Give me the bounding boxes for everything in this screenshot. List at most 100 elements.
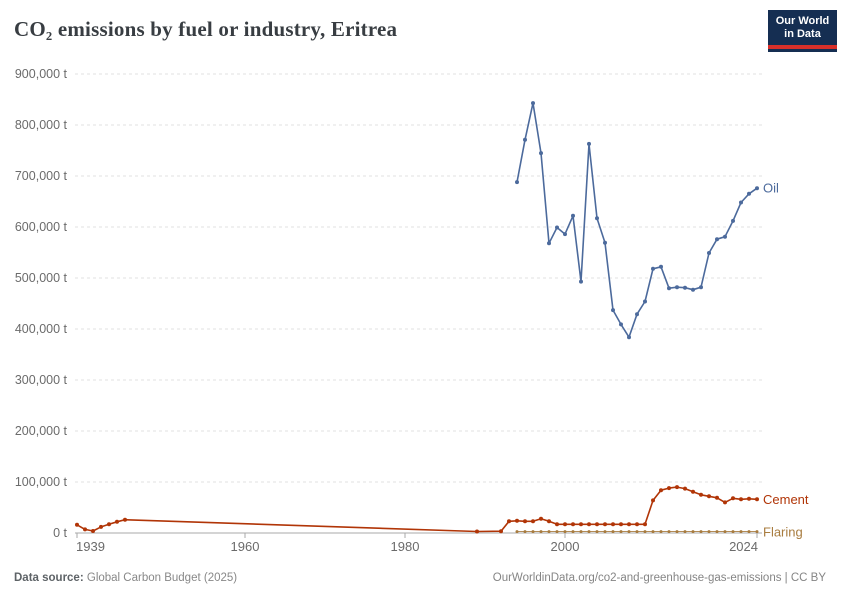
flaring-data-point — [715, 530, 719, 534]
oil-data-point — [651, 266, 655, 271]
cement-data-point — [691, 489, 695, 494]
data-source-value: Global Carbon Budget (2025) — [86, 572, 238, 584]
credit-link[interactable]: OurWorldinData.org/co2-and-greenhouse-ga… — [492, 572, 826, 584]
cement-data-point — [91, 529, 95, 533]
x-tick-label: 1939 — [76, 539, 105, 554]
oil-data-point — [595, 216, 599, 221]
oil-data-point — [715, 237, 719, 242]
x-tick-label: 1960 — [231, 539, 260, 554]
flaring-data-point — [731, 530, 735, 534]
oil-data-point — [683, 285, 687, 290]
cement-data-point — [515, 518, 519, 523]
cement-data-point — [107, 522, 111, 527]
y-tick-label: 100,000 t — [15, 475, 68, 489]
cement-data-point — [627, 522, 631, 527]
oil-data-point — [675, 285, 679, 290]
flaring-data-point — [635, 530, 639, 534]
flaring-data-point — [651, 530, 655, 534]
flaring-data-point — [619, 530, 623, 534]
cement-data-point — [707, 494, 711, 499]
cement-series-label: Cement — [763, 492, 809, 507]
oil-data-point — [667, 286, 671, 291]
y-tick-label: 600,000 t — [15, 220, 68, 234]
y-tick-label: 400,000 t — [15, 322, 68, 336]
cement-data-point — [755, 497, 759, 502]
flaring-data-point — [539, 530, 543, 534]
oil-data-point — [523, 137, 527, 142]
flaring-data-point — [723, 530, 727, 534]
oil-data-point — [555, 225, 559, 230]
data-source: Data source: Global Carbon Budget (2025) — [14, 572, 237, 584]
cement-data-point — [731, 496, 735, 501]
flaring-data-point — [611, 530, 615, 534]
cement-data-point — [659, 488, 663, 493]
flaring-data-point — [571, 530, 575, 534]
cement-data-point — [563, 522, 567, 527]
cement-data-point — [683, 486, 687, 491]
cement-data-point — [523, 519, 527, 524]
cement-data-point — [595, 522, 599, 527]
flaring-data-point — [587, 530, 591, 534]
y-tick-label: 300,000 t — [15, 373, 68, 387]
y-tick-label: 900,000 t — [15, 67, 68, 81]
flaring-data-point — [755, 530, 759, 534]
oil-data-point — [643, 299, 647, 304]
cement-data-point — [99, 524, 103, 529]
flaring-data-point — [603, 530, 607, 534]
flaring-data-point — [555, 530, 559, 534]
cement-data-point — [739, 497, 743, 502]
cement-data-point — [715, 495, 719, 500]
cement-data-point — [603, 522, 607, 527]
flaring-data-point — [699, 530, 703, 534]
flaring-data-point — [515, 530, 519, 534]
y-tick-label: 0 t — [53, 526, 67, 540]
flaring-data-point — [747, 530, 751, 534]
cement-data-point — [723, 500, 727, 505]
flaring-data-point — [691, 530, 695, 534]
oil-data-point — [635, 312, 639, 317]
cement-data-point — [619, 522, 623, 527]
cement-data-point — [699, 492, 703, 497]
oil-data-point — [731, 218, 735, 223]
flaring-data-point — [531, 530, 535, 534]
oil-data-point — [611, 308, 615, 313]
y-tick-label: 500,000 t — [15, 271, 68, 285]
cement-data-point — [667, 486, 671, 491]
owid-logo[interactable]: Our World in Data — [768, 10, 837, 52]
flaring-data-point — [579, 530, 583, 534]
y-tick-label: 700,000 t — [15, 169, 68, 183]
y-tick-label: 800,000 t — [15, 118, 68, 132]
oil-data-point — [747, 191, 751, 196]
oil-data-point — [627, 335, 631, 340]
x-tick-label: 2024 — [729, 539, 758, 554]
flaring-data-point — [675, 530, 679, 534]
oil-data-point — [699, 285, 703, 290]
flaring-data-point — [547, 530, 551, 534]
cement-data-point — [83, 527, 87, 532]
x-tick-label: 2000 — [551, 539, 580, 554]
oil-data-point — [619, 322, 623, 327]
cement-data-point — [635, 522, 639, 527]
flaring-data-point — [707, 530, 711, 534]
oil-data-point — [691, 287, 695, 292]
flaring-data-point — [739, 530, 743, 534]
cement-data-point — [539, 516, 543, 521]
chart-footer: Data source: Global Carbon Budget (2025)… — [0, 566, 850, 592]
oil-data-point — [707, 251, 711, 255]
oil-data-point — [531, 101, 535, 106]
oil-data-point — [587, 141, 591, 146]
flaring-data-point — [667, 530, 671, 534]
oil-data-point — [739, 200, 743, 205]
oil-data-point — [571, 213, 575, 218]
y-tick-label: 200,000 t — [15, 424, 68, 438]
oil-data-point — [603, 240, 607, 245]
cement-data-point — [611, 522, 615, 527]
cement-data-point — [651, 498, 655, 503]
x-tick-label: 1980 — [391, 539, 420, 554]
cement-data-point — [555, 522, 559, 527]
cement-data-point — [587, 522, 591, 527]
flaring-data-point — [563, 530, 567, 534]
cement-series-line — [76, 486, 758, 533]
data-source-label: Data source: — [14, 572, 84, 584]
